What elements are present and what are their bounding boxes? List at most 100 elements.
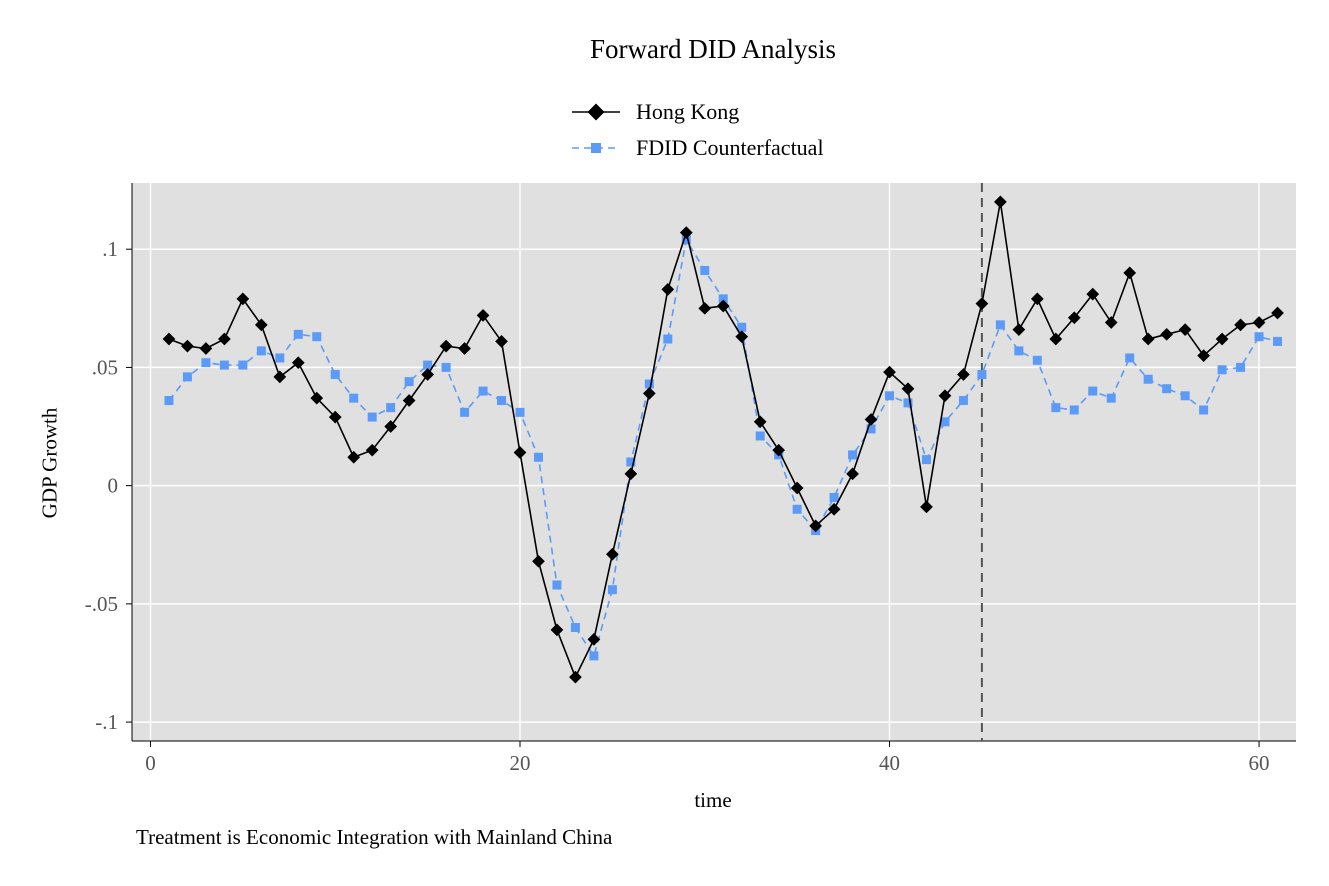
data-point-counterfactual — [644, 379, 654, 389]
x-tick-label: 60 — [1249, 751, 1270, 775]
data-point-hong-kong — [365, 443, 379, 457]
data-point-counterfactual — [1180, 391, 1190, 401]
data-point-counterfactual — [404, 377, 414, 387]
data-point-counterfactual — [1217, 365, 1227, 375]
x-axis-label: time — [694, 788, 732, 812]
data-point-counterfactual — [792, 504, 802, 514]
data-point-hong-kong — [476, 309, 490, 322]
data-point-counterfactual — [201, 358, 211, 368]
data-point-counterfactual — [386, 403, 396, 413]
legend-label-hong-kong: Hong Kong — [636, 99, 740, 124]
chart-note: Treatment is Economic Integration with M… — [136, 825, 613, 849]
data-point-counterfactual — [515, 407, 525, 417]
data-point-hong-kong — [384, 420, 398, 433]
data-point-counterfactual — [256, 346, 266, 356]
x-tick-label: 40 — [879, 751, 900, 775]
data-point-counterfactual — [626, 457, 636, 467]
data-point-counterfactual — [423, 360, 433, 370]
data-point-counterfactual — [570, 623, 580, 633]
data-point-hong-kong — [310, 391, 324, 405]
legend-item-counterfactual: FDID Counterfactual — [570, 130, 824, 166]
data-point-counterfactual — [885, 391, 895, 401]
data-point-counterfactual — [977, 370, 987, 380]
data-point-counterfactual — [1014, 346, 1024, 356]
data-point-counterfactual — [848, 450, 858, 460]
data-point-hong-kong — [402, 394, 416, 407]
y-tick-label: .1 — [102, 237, 118, 261]
data-point-counterfactual — [958, 396, 968, 406]
data-point-counterfactual — [478, 386, 488, 396]
legend-swatch-hong-kong — [572, 103, 620, 121]
data-point-counterfactual — [607, 585, 617, 595]
data-point-counterfactual — [349, 393, 359, 403]
data-point-counterfactual — [367, 412, 377, 422]
legend-label-counterfactual: FDID Counterfactual — [636, 135, 824, 160]
data-point-hong-kong — [458, 342, 471, 355]
data-point-hong-kong — [254, 318, 268, 332]
y-tick-label: -.1 — [95, 710, 118, 734]
y-tick-label: -.05 — [85, 592, 118, 616]
data-point-counterfactual — [460, 407, 470, 417]
series-counterfactual — [164, 235, 1283, 661]
legend-swatch-counterfactual — [572, 143, 620, 153]
data-point-counterfactual — [164, 396, 174, 406]
data-point-hong-kong — [347, 450, 361, 464]
plot-area — [132, 183, 1296, 741]
axis-ticks: .1 .05 0 -.05 -.1 0 20 40 60 — [85, 237, 1270, 775]
legend: Hong Kong FDID Counterfactual — [570, 94, 824, 166]
data-point-counterfactual — [1143, 374, 1153, 384]
data-point-hong-kong — [328, 410, 342, 424]
data-point-hong-kong — [291, 356, 305, 370]
data-point-counterfactual — [718, 294, 728, 304]
y-tick-label: .05 — [92, 355, 118, 379]
data-point-hong-kong — [421, 368, 434, 381]
data-point-counterfactual — [589, 651, 599, 661]
data-point-counterfactual — [1236, 362, 1246, 372]
data-point-counterfactual — [1051, 403, 1061, 413]
data-point-counterfactual — [312, 332, 322, 342]
data-point-counterfactual — [441, 362, 451, 372]
data-point-hong-kong — [439, 339, 453, 353]
data-point-counterfactual — [275, 353, 285, 363]
data-point-counterfactual — [1273, 336, 1283, 346]
data-point-counterfactual — [940, 417, 950, 427]
data-point-counterfactual — [700, 265, 710, 275]
x-tick-label: 0 — [145, 751, 156, 775]
x-tick-label: 20 — [510, 751, 531, 775]
data-point-counterfactual — [219, 360, 229, 370]
data-point-counterfactual — [293, 329, 303, 339]
data-point-counterfactual — [1125, 353, 1135, 363]
data-point-counterfactual — [1032, 355, 1042, 365]
data-point-counterfactual — [663, 334, 673, 344]
data-point-counterfactual — [866, 424, 876, 434]
data-point-hong-kong — [273, 370, 287, 384]
data-point-hong-kong — [181, 339, 194, 353]
data-point-counterfactual — [737, 322, 747, 332]
data-point-hong-kong — [495, 335, 508, 348]
data-point-counterfactual — [1069, 405, 1079, 415]
data-point-counterfactual — [330, 370, 340, 380]
data-point-counterfactual — [903, 398, 913, 408]
y-tick-label: 0 — [108, 474, 119, 498]
data-point-counterfactual — [1106, 393, 1116, 403]
data-point-counterfactual — [497, 396, 507, 406]
data-point-counterfactual — [238, 360, 248, 370]
data-point-hong-kong — [162, 332, 176, 346]
data-point-hong-kong — [236, 292, 250, 306]
data-point-hong-kong — [218, 332, 231, 346]
legend-item-hong-kong: Hong Kong — [570, 94, 824, 130]
data-point-counterfactual — [1254, 332, 1264, 342]
data-point-counterfactual — [1088, 386, 1098, 396]
data-point-counterfactual — [755, 431, 765, 441]
data-point-counterfactual — [1162, 384, 1172, 394]
data-point-counterfactual — [681, 235, 691, 245]
data-point-counterfactual — [829, 492, 839, 502]
data-point-counterfactual — [1199, 405, 1209, 415]
chart-title: Forward DID Analysis — [590, 34, 836, 64]
data-point-counterfactual — [995, 320, 1005, 330]
grid-lines — [132, 183, 1296, 741]
y-axis-label: GDP Growth — [37, 407, 62, 519]
data-point-counterfactual — [552, 580, 562, 590]
data-point-hong-kong — [199, 342, 213, 355]
